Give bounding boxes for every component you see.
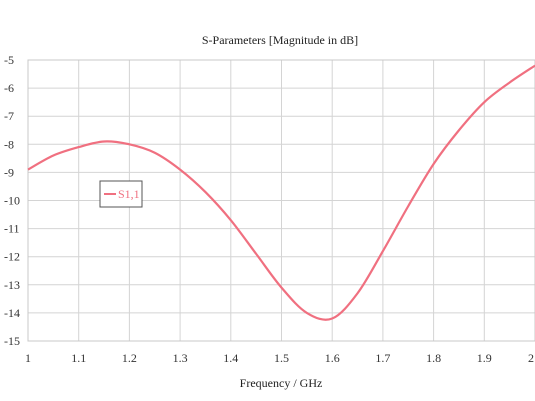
x-tick-label: 1.3	[173, 351, 188, 365]
x-tick-label: 1.2	[122, 351, 137, 365]
y-tick-label: -11	[4, 222, 20, 236]
x-tick-label: 1.6	[325, 351, 340, 365]
x-tick-label: 1.5	[274, 351, 289, 365]
y-tick-label: -9	[4, 165, 14, 179]
y-tick-label: -14	[4, 306, 20, 320]
y-tick-label: -6	[4, 81, 14, 95]
y-tick-label: -13	[4, 278, 20, 292]
plot-frame	[27, 59, 535, 342]
x-axis-ticks: 1 1.1 1.2 1.3 1.4 1.5 1.6 1.7 1.8 1.9 2	[25, 351, 534, 365]
y-tick-label: -15	[4, 334, 20, 348]
legend-label: S1,1	[118, 187, 140, 201]
y-tick-label: -7	[4, 109, 14, 123]
y-tick-label: -10	[4, 194, 20, 208]
x-tick-label: 1.7	[375, 351, 390, 365]
legend: S1,1	[99, 180, 143, 208]
x-tick-label: 1.1	[71, 351, 86, 365]
series-layer	[27, 64, 535, 321]
x-tick-label: 2	[528, 351, 534, 365]
y-tick-label: -5	[4, 53, 14, 67]
series-line-s11	[27, 64, 535, 321]
y-tick-label: -8	[4, 137, 14, 151]
x-tick-label: 1.9	[477, 351, 492, 365]
x-axis-label: Frequency / GHz	[240, 376, 323, 390]
y-tick-label: -12	[4, 250, 20, 264]
x-tick-label: 1.8	[426, 351, 441, 365]
x-tick-label: 1	[25, 351, 31, 365]
chart-title: S-Parameters [Magnitude in dB]	[202, 33, 358, 47]
x-tick-label: 1.4	[223, 351, 238, 365]
y-axis-ticks: -5 -6 -7 -8 -9 -10 -11 -12 -13 -14 -15	[4, 53, 20, 348]
